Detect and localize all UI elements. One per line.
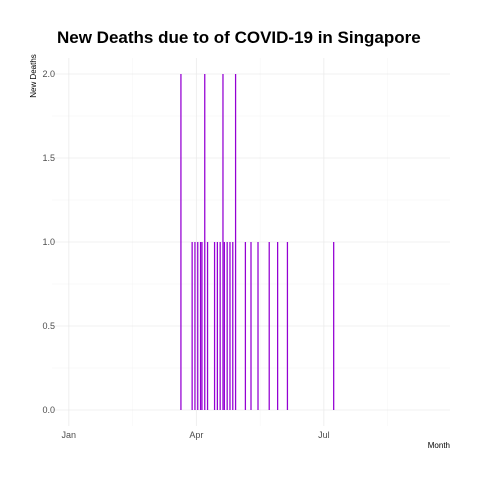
y-tick-labels: 0.0 0.5 1.0 1.5 2.0: [42, 69, 55, 415]
bar: [194, 242, 196, 410]
bar: [257, 242, 259, 410]
bar: [276, 242, 279, 410]
bar: [197, 242, 199, 410]
y-tick-label: 1.0: [42, 237, 55, 247]
bar: [232, 242, 234, 410]
bar: [206, 242, 209, 410]
bar: [268, 242, 270, 410]
bar: [286, 242, 289, 410]
y-tick-label: 2.0: [42, 69, 55, 79]
x-tick-label: Apr: [189, 430, 203, 440]
bar: [204, 74, 206, 410]
x-tick-label: Jan: [62, 430, 77, 440]
bars: [180, 74, 335, 410]
bar: [222, 74, 224, 410]
chart-title: New Deaths due to of COVID-19 in Singapo…: [57, 28, 421, 47]
bar: [226, 242, 228, 410]
bar: [199, 242, 202, 410]
y-tick-label: 0.0: [42, 405, 55, 415]
bar: [219, 242, 221, 410]
bar: [223, 242, 226, 410]
bar: [229, 242, 231, 410]
x-tick-label: Jul: [318, 430, 330, 440]
grid: [52, 58, 450, 426]
bar: [333, 242, 335, 410]
bar: [213, 242, 216, 410]
bar: [216, 242, 218, 410]
y-axis-title: New Deaths: [29, 54, 38, 98]
bar: [180, 74, 182, 410]
bar: [234, 74, 237, 410]
x-axis-title: Month: [428, 441, 450, 450]
x-tick-labels: Jan Apr Jul: [62, 430, 330, 440]
y-tick-label: 1.5: [42, 153, 55, 163]
bar: [244, 242, 247, 410]
bar: [250, 242, 252, 410]
bar: [191, 242, 193, 410]
y-tick-label: 0.5: [42, 321, 55, 331]
bar: [201, 242, 203, 410]
